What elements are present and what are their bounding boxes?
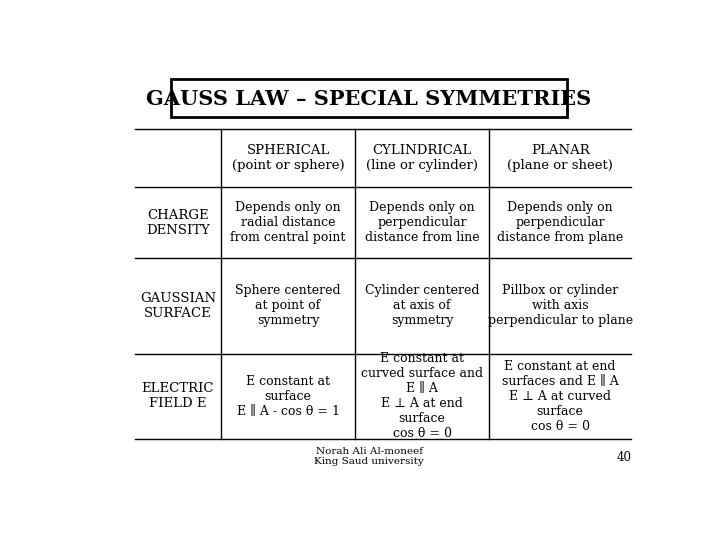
Text: 40: 40	[616, 451, 631, 464]
Text: ELECTRIC
FIELD E: ELECTRIC FIELD E	[142, 382, 214, 410]
Text: GAUSSIAN
SURFACE: GAUSSIAN SURFACE	[140, 292, 216, 320]
Text: Norah Ali Al-moneef: Norah Ali Al-moneef	[315, 447, 423, 456]
Text: SPHERICAL
(point or sphere): SPHERICAL (point or sphere)	[232, 144, 344, 172]
Text: E constant at
surface
E ∥ A - cos θ = 1: E constant at surface E ∥ A - cos θ = 1	[237, 375, 340, 418]
Text: PLANAR
(plane or sheet): PLANAR (plane or sheet)	[507, 144, 613, 172]
Text: Pillbox or cylinder
with axis
perpendicular to plane: Pillbox or cylinder with axis perpendicu…	[487, 285, 633, 327]
Text: King Saud university: King Saud university	[314, 457, 424, 467]
Text: Cylinder centered
at axis of
symmetry: Cylinder centered at axis of symmetry	[365, 285, 480, 327]
FancyBboxPatch shape	[171, 79, 567, 117]
Text: GAUSS LAW – SPECIAL SYMMETRIES: GAUSS LAW – SPECIAL SYMMETRIES	[146, 89, 592, 109]
Text: E constant at end
surfaces and E ∥ A
E ⊥ A at curved
surface
cos θ = 0: E constant at end surfaces and E ∥ A E ⊥…	[502, 360, 618, 433]
Text: Depends only on
perpendicular
distance from line: Depends only on perpendicular distance f…	[365, 201, 480, 244]
Text: Depends only on
radial distance
from central point: Depends only on radial distance from cen…	[230, 201, 346, 244]
Text: Depends only on
perpendicular
distance from plane: Depends only on perpendicular distance f…	[497, 201, 624, 244]
Text: CYLINDRICAL
(line or cylinder): CYLINDRICAL (line or cylinder)	[366, 144, 478, 172]
Text: Sphere centered
at point of
symmetry: Sphere centered at point of symmetry	[235, 285, 341, 327]
Text: E constant at
curved surface and
E ∥ A
E ⊥ A at end
surface
cos θ = 0: E constant at curved surface and E ∥ A E…	[361, 353, 483, 441]
Text: CHARGE
DENSITY: CHARGE DENSITY	[146, 209, 210, 237]
